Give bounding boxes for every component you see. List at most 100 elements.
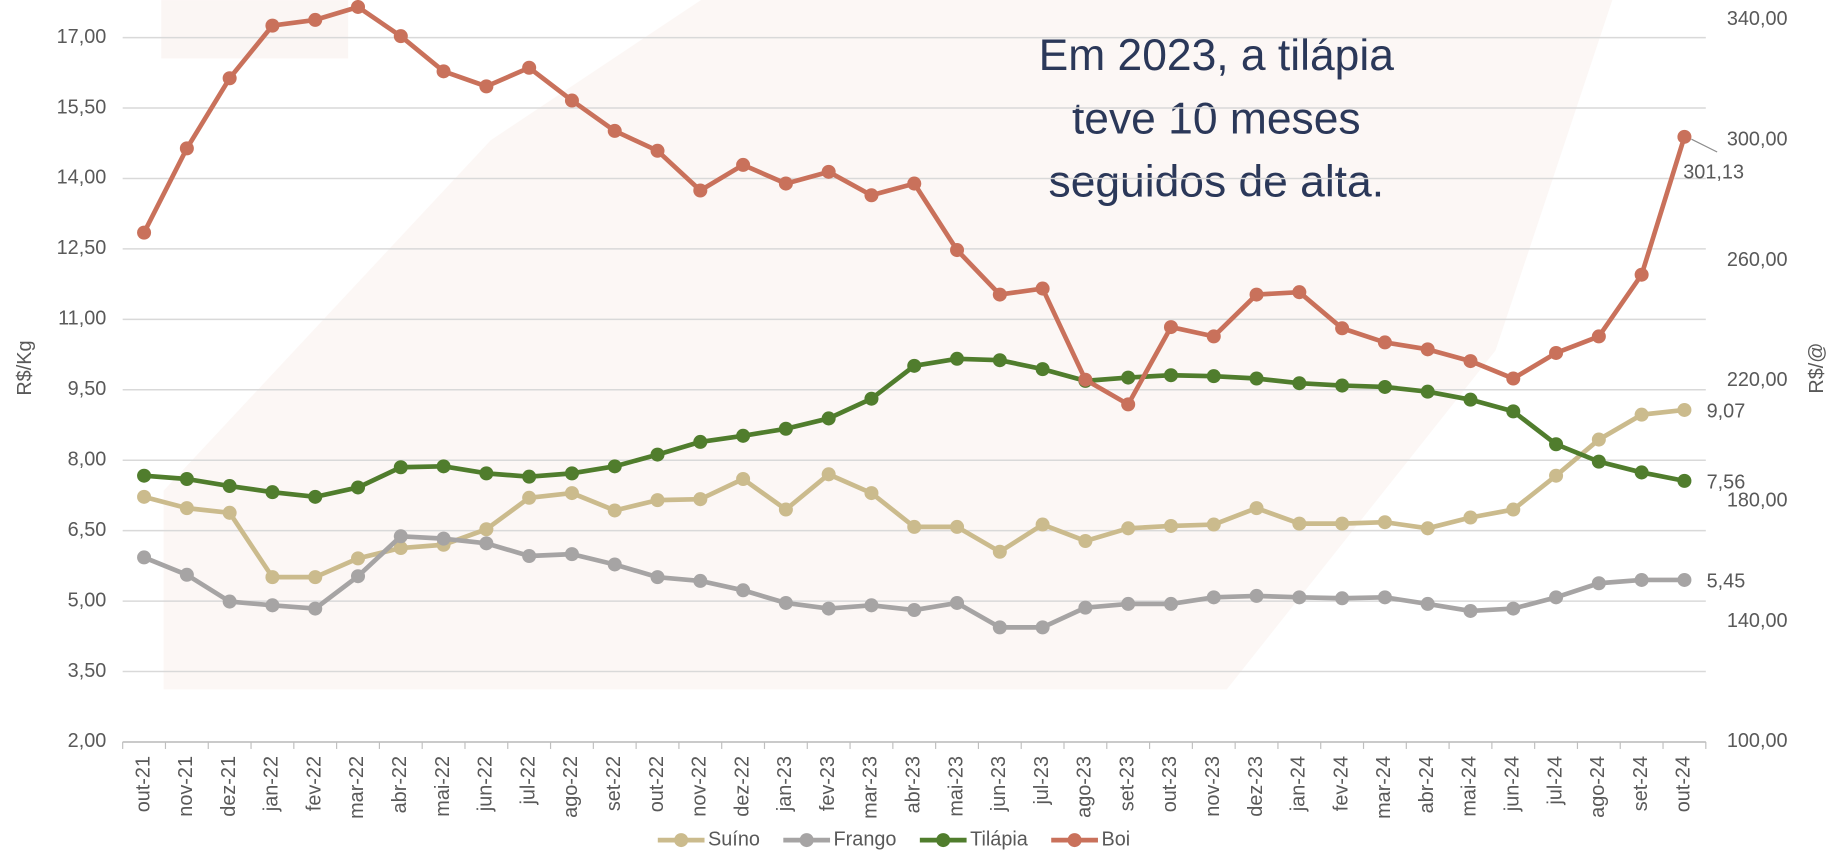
- data-point: [522, 490, 537, 505]
- y-tick-label: 15,50: [57, 96, 107, 118]
- data-point: [778, 176, 793, 191]
- data-point: [1335, 516, 1350, 531]
- data-point: [821, 467, 836, 482]
- y-tick-label: 8,00: [68, 448, 107, 470]
- data-point: [1206, 590, 1221, 605]
- x-tick-label: out-24: [1673, 756, 1695, 812]
- data-point: [1634, 572, 1649, 587]
- data-point: [522, 60, 537, 75]
- data-label: 301,13: [1683, 161, 1744, 183]
- data-point: [1163, 320, 1178, 335]
- x-tick-label: nov-23: [1202, 756, 1224, 817]
- data-point: [436, 531, 451, 546]
- data-point: [1677, 572, 1692, 587]
- data-point: [1121, 397, 1136, 412]
- data-point: [1549, 437, 1564, 452]
- data-point: [308, 601, 323, 616]
- data-point: [350, 569, 366, 584]
- data-point: [864, 188, 879, 203]
- data-point: [351, 0, 366, 14]
- data-point: [308, 12, 323, 27]
- data-point: [1677, 402, 1692, 417]
- data-point: [607, 503, 622, 518]
- data-point: [950, 351, 965, 366]
- y-tick-label: 11,00: [58, 308, 106, 330]
- data-point: [950, 243, 965, 258]
- data-point: [1463, 354, 1478, 369]
- legend-swatch: [674, 833, 689, 848]
- x-tick-label: jul-22: [517, 756, 539, 806]
- data-point: [265, 485, 280, 500]
- x-tick-label: fev-23: [817, 756, 839, 811]
- data-point: [479, 79, 494, 94]
- x-tick-label: set-24: [1630, 756, 1652, 811]
- x-tick-label: ago-23: [1074, 756, 1096, 818]
- data-point: [1249, 501, 1264, 516]
- data-point: [137, 489, 152, 504]
- legend-swatch: [799, 833, 814, 848]
- x-tick-label: dez-21: [218, 756, 240, 817]
- x-tick-label: jan-24: [1288, 756, 1310, 812]
- data-point: [607, 123, 622, 138]
- data-point: [1634, 267, 1649, 282]
- watermark: [161, 0, 1613, 690]
- data-point: [1677, 473, 1692, 488]
- x-tick-label: jul-24: [1544, 756, 1566, 806]
- data-point: [778, 595, 793, 610]
- y2-tick-label: 220,00: [1727, 369, 1788, 391]
- data-point: [1677, 129, 1692, 144]
- data-point: [350, 551, 366, 566]
- annotation: seguidos de alta.: [1049, 157, 1385, 206]
- data-point: [864, 486, 879, 501]
- x-tick-label: out-23: [1159, 756, 1181, 812]
- data-point: [1206, 369, 1221, 384]
- data-point: [222, 594, 237, 609]
- x-tick-label: mai-24: [1459, 756, 1481, 817]
- data-point: [950, 519, 965, 534]
- y-tick-label: 2,00: [68, 730, 107, 752]
- data-point: [1377, 379, 1392, 394]
- x-tick-label: ago-24: [1587, 756, 1609, 818]
- data-point: [1591, 454, 1606, 469]
- legend-swatch: [936, 833, 951, 848]
- data-point: [950, 595, 965, 610]
- data-point: [179, 141, 194, 156]
- legend-label: Boi: [1101, 828, 1130, 850]
- data-point: [1292, 516, 1307, 531]
- label-leader: [1691, 138, 1718, 153]
- data-point: [1035, 362, 1050, 377]
- legend-label: Tilápia: [970, 828, 1029, 850]
- data-point: [1078, 533, 1093, 548]
- data-point: [522, 469, 537, 484]
- data-point: [1549, 345, 1564, 360]
- data-point: [864, 391, 879, 406]
- data-point: [436, 64, 451, 79]
- data-point: [1163, 596, 1178, 611]
- data-point: [1420, 384, 1435, 399]
- x-tick-label: mar-24: [1373, 756, 1395, 819]
- y-tick-label: 12,50: [57, 237, 107, 259]
- data-point: [393, 529, 408, 544]
- data-point: [821, 411, 836, 426]
- data-point: [1335, 591, 1350, 606]
- data-point: [736, 428, 751, 443]
- data-point: [992, 353, 1007, 368]
- data-point: [693, 573, 708, 588]
- data-point: [693, 492, 708, 507]
- data-point: [693, 434, 708, 449]
- data-point: [864, 598, 879, 613]
- x-tick-label: dez-22: [731, 756, 753, 817]
- data-point: [1163, 518, 1178, 533]
- data-point: [992, 287, 1007, 302]
- data-point: [1506, 404, 1521, 419]
- data-point: [265, 570, 280, 585]
- data-point: [564, 486, 579, 501]
- data-point: [1335, 321, 1350, 336]
- data-point: [265, 598, 280, 613]
- x-tick-label: out-21: [132, 756, 154, 812]
- data-point: [1078, 372, 1093, 387]
- data-point: [1506, 601, 1521, 616]
- data-point: [1163, 368, 1178, 383]
- x-tick-label: ago-22: [560, 756, 582, 818]
